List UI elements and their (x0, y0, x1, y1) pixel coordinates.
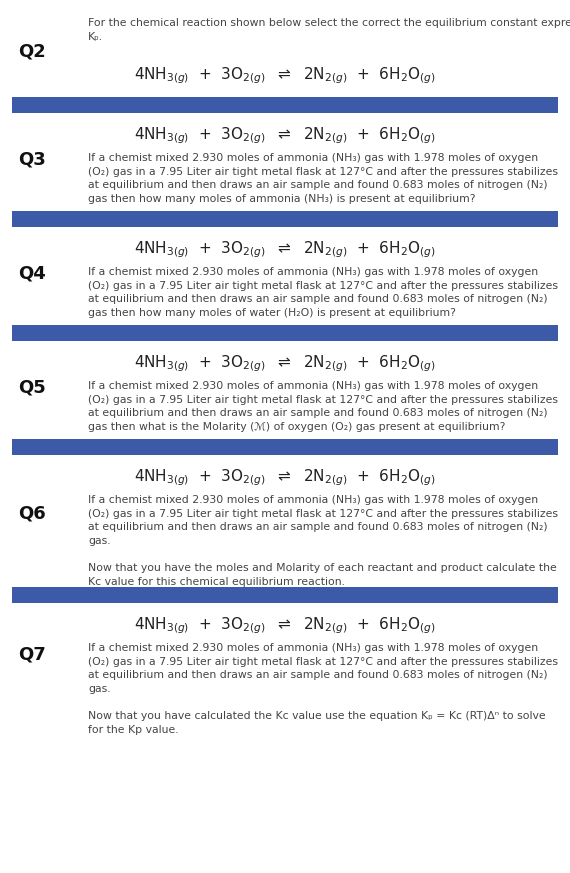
Bar (12, 587, 558, 603)
Text: 4NH$_{3(g)}$  +  3O$_{2(g)}$  $\rightleftharpoons$  2N$_{2(g)}$  +  6H$_{2}$O$_{: 4NH$_{3(g)}$ + 3O$_{2(g)}$ $\rightleftha… (134, 240, 436, 260)
Text: 4NH$_{3(g)}$  +  3O$_{2(g)}$  $\rightleftharpoons$  2N$_{2(g)}$  +  6H$_{2}$O$_{: 4NH$_{3(g)}$ + 3O$_{2(g)}$ $\rightleftha… (134, 615, 436, 636)
Text: Q3: Q3 (18, 150, 46, 168)
Text: If a chemist mixed 2.930 moles of ammonia (NH₃) gas with 1.978 moles of oxygen
(: If a chemist mixed 2.930 moles of ammoni… (88, 643, 558, 734)
Text: Q7: Q7 (18, 645, 46, 663)
Text: 4NH$_{3(g)}$  +  3O$_{2(g)}$  $\rightleftharpoons$  2N$_{2(g)}$  +  6H$_{2}$O$_{: 4NH$_{3(g)}$ + 3O$_{2(g)}$ $\rightleftha… (134, 126, 436, 147)
Bar (12, 325, 558, 341)
Text: If a chemist mixed 2.930 moles of ammonia (NH₃) gas with 1.978 moles of oxygen
(: If a chemist mixed 2.930 moles of ammoni… (88, 495, 558, 587)
Bar (12, 211, 558, 227)
Text: 4NH$_{3(g)}$  +  3O$_{2(g)}$  $\rightleftharpoons$  2N$_{2(g)}$  +  6H$_{2}$O$_{: 4NH$_{3(g)}$ + 3O$_{2(g)}$ $\rightleftha… (134, 65, 436, 86)
Text: If a chemist mixed 2.930 moles of ammonia (NH₃) gas with 1.978 moles of oxygen
(: If a chemist mixed 2.930 moles of ammoni… (88, 267, 558, 318)
Text: 4NH$_{3(g)}$  +  3O$_{2(g)}$  $\rightleftharpoons$  2N$_{2(g)}$  +  6H$_{2}$O$_{: 4NH$_{3(g)}$ + 3O$_{2(g)}$ $\rightleftha… (134, 354, 436, 375)
Text: If a chemist mixed 2.930 moles of ammonia (NH₃) gas with 1.978 moles of oxygen
(: If a chemist mixed 2.930 moles of ammoni… (88, 381, 558, 432)
Text: If a chemist mixed 2.930 moles of ammonia (NH₃) gas with 1.978 moles of oxygen
(: If a chemist mixed 2.930 moles of ammoni… (88, 153, 558, 203)
Text: Q4: Q4 (18, 265, 46, 282)
Text: Q5: Q5 (18, 378, 46, 396)
Text: Q2: Q2 (18, 42, 46, 60)
Bar (12, 439, 558, 455)
Text: Q6: Q6 (18, 505, 46, 522)
Bar (12, 97, 558, 113)
Text: 4NH$_{3(g)}$  +  3O$_{2(g)}$  $\rightleftharpoons$  2N$_{2(g)}$  +  6H$_{2}$O$_{: 4NH$_{3(g)}$ + 3O$_{2(g)}$ $\rightleftha… (134, 468, 436, 488)
Text: For the chemical reaction shown below select the correct the equilibrium constan: For the chemical reaction shown below se… (88, 18, 570, 42)
